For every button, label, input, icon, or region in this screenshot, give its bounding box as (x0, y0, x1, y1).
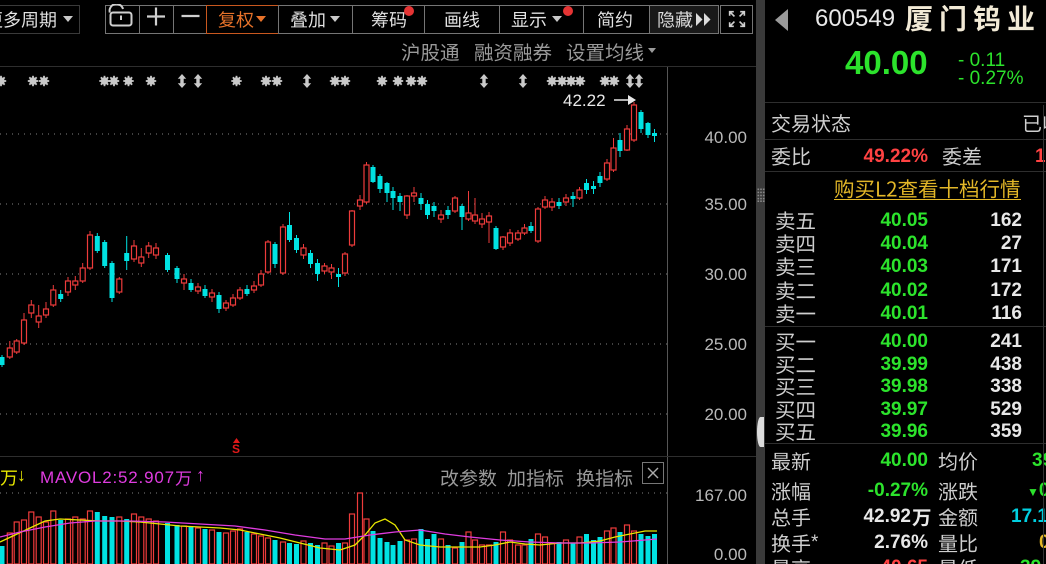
svg-text:42.22: 42.22 (563, 91, 606, 110)
svg-text:30.00: 30.00 (704, 265, 747, 284)
svg-text:167.00: 167.00 (695, 486, 747, 505)
svg-text:20.00: 20.00 (704, 405, 747, 424)
svg-text:S: S (232, 442, 240, 456)
svg-text:0.00: 0.00 (714, 545, 747, 564)
svg-text:35.00: 35.00 (704, 195, 747, 214)
svg-text:40.00: 40.00 (704, 128, 747, 147)
svg-text:25.00: 25.00 (704, 335, 747, 354)
